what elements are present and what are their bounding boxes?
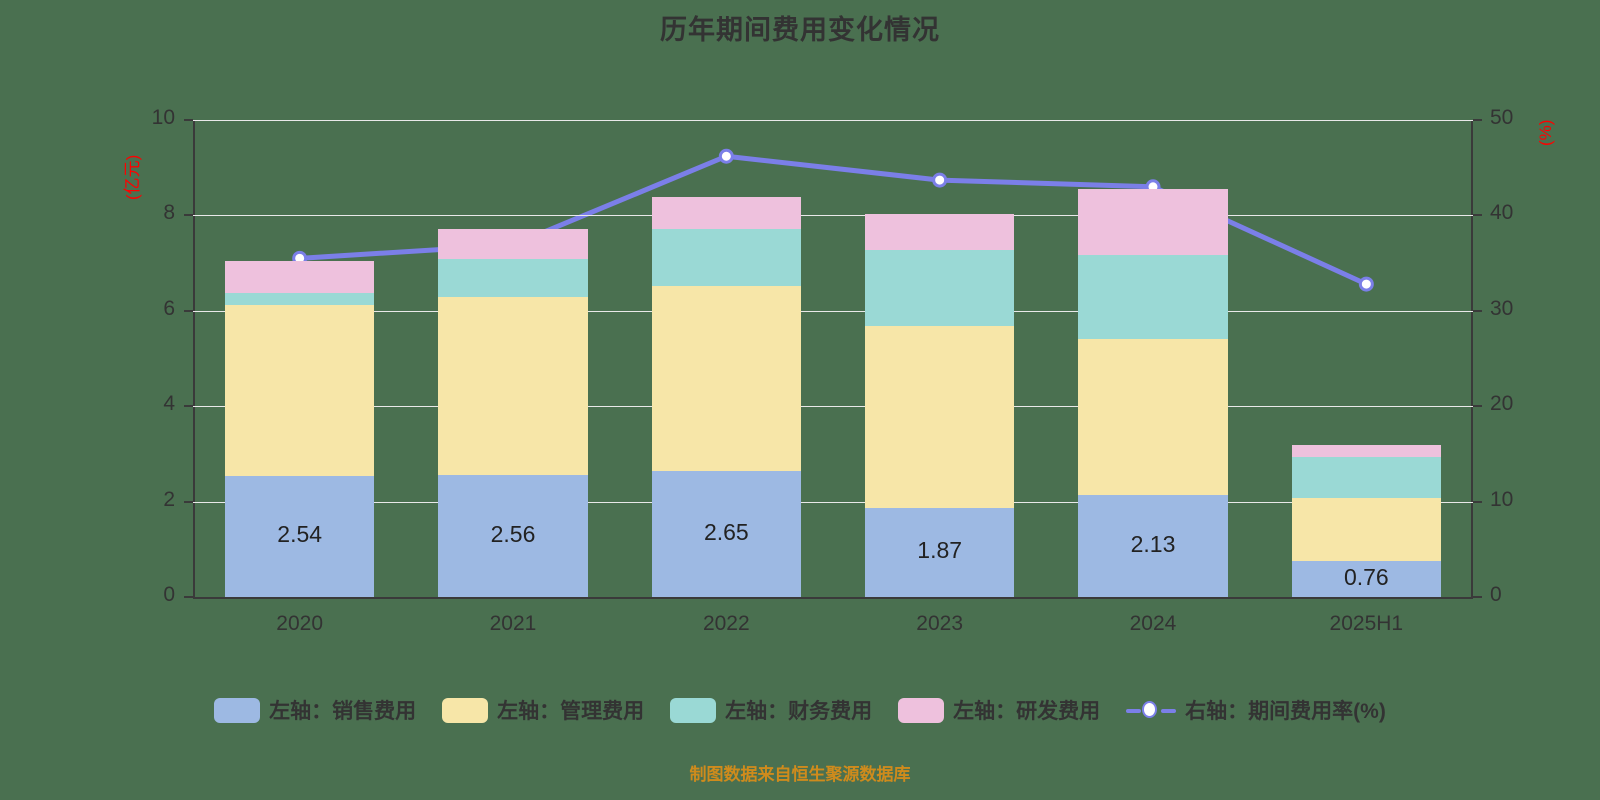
rate-line-marker[interactable]: 2022: 46.2% bbox=[718, 148, 734, 164]
plot-area: 2020: 35.5%2021: 36.9%2022: 46.2%2023: 4… bbox=[152, 106, 1514, 635]
gridline bbox=[193, 310, 1473, 312]
y2-axis-tick bbox=[1473, 309, 1482, 312]
bar-segment[interactable] bbox=[1291, 560, 1441, 597]
y2-axis-tick-label: 40 bbox=[1490, 201, 1514, 225]
gridline bbox=[193, 501, 1473, 503]
bar-segment[interactable] bbox=[438, 474, 588, 597]
y-axis-tick bbox=[184, 500, 193, 503]
legend-label: 左轴：研发费用 bbox=[953, 700, 1101, 723]
x-axis-line bbox=[193, 597, 1473, 599]
bar-segment[interactable] bbox=[865, 213, 1015, 251]
chart-legend: 左轴：销售费用 左轴：管理费用 左轴：财务费用 左轴：研发费用 右轴：期间费用率(%) bbox=[0, 695, 1600, 725]
bar-segment[interactable] bbox=[1291, 445, 1441, 458]
legend-swatch bbox=[898, 697, 945, 723]
gridline bbox=[193, 215, 1473, 217]
y-axis-tick bbox=[184, 214, 193, 217]
bar-value-label: 2.54 bbox=[277, 521, 323, 548]
bar-value-label: 2.65 bbox=[703, 518, 749, 545]
bar-value-label: 1.87 bbox=[917, 537, 963, 564]
y-axis-tick-label: 4 bbox=[163, 392, 175, 416]
y2-axis-tick-label: 50 bbox=[1490, 106, 1514, 129]
y2-axis-tick bbox=[1473, 119, 1482, 121]
y-axis-tick-label: 8 bbox=[163, 201, 175, 225]
y-axis-tick-label: 0 bbox=[163, 583, 175, 606]
y-axis-tick-label: 6 bbox=[163, 296, 175, 320]
gridline bbox=[193, 120, 1473, 121]
y-axis-tick-label: 10 bbox=[151, 106, 175, 129]
bar-segment[interactable] bbox=[1078, 338, 1228, 496]
legend-item[interactable]: 左轴：销售费用 bbox=[214, 695, 416, 725]
y2-axis-tick bbox=[1473, 405, 1482, 408]
bar-segment[interactable] bbox=[651, 286, 801, 471]
bar-segment[interactable] bbox=[651, 470, 801, 597]
bar-segment[interactable] bbox=[865, 326, 1015, 508]
legend-item[interactable]: 左轴：财务费用 bbox=[670, 695, 872, 725]
y2-axis-tick bbox=[1473, 596, 1482, 598]
legend-item[interactable]: 右轴：期间费用率(%) bbox=[1126, 695, 1386, 725]
bar-value-label: 2.56 bbox=[490, 520, 536, 547]
bar-segment[interactable] bbox=[1078, 254, 1228, 339]
y2-axis-tick-label: 20 bbox=[1490, 392, 1514, 416]
y2-axis-tick-label: 10 bbox=[1490, 487, 1514, 511]
bar-segment[interactable] bbox=[1078, 189, 1228, 255]
bar-value-label: 2.13 bbox=[1130, 531, 1176, 558]
bar-segment[interactable] bbox=[1078, 495, 1228, 597]
legend-label: 左轴：销售费用 bbox=[269, 700, 417, 723]
y-axis-tick bbox=[184, 405, 193, 408]
bar-segment[interactable] bbox=[865, 250, 1015, 327]
x-axis-tick-label: 2024 bbox=[1129, 612, 1177, 635]
legend-item[interactable]: 左轴：管理费用 bbox=[442, 695, 644, 725]
y-axis-tick bbox=[184, 596, 193, 598]
left-axis-line bbox=[193, 120, 195, 597]
y-axis-tick-label: 2 bbox=[163, 487, 175, 511]
footer-source-note: 制图数据来自恒生聚源数据库 bbox=[689, 765, 911, 784]
legend-swatch bbox=[214, 697, 261, 723]
legend-swatch bbox=[442, 697, 489, 723]
legend-item[interactable]: 左轴：研发费用 bbox=[898, 695, 1100, 725]
bar-segment[interactable] bbox=[225, 305, 375, 476]
bar-segment[interactable] bbox=[1291, 457, 1441, 498]
bar-segment[interactable] bbox=[865, 507, 1015, 597]
bar-segment[interactable] bbox=[225, 292, 375, 306]
rate-line-series: 2020: 35.5%2021: 36.9%2022: 46.2%2023: 4… bbox=[292, 148, 1374, 292]
rate-line-marker[interactable]: 2023: 43.7% bbox=[932, 172, 948, 188]
legend-line-marker-icon bbox=[1126, 698, 1177, 722]
y-axis-tick bbox=[184, 119, 193, 121]
bar-segment[interactable] bbox=[1291, 497, 1441, 561]
y-axis-tick bbox=[184, 309, 193, 312]
x-axis-tick-label: 2022 bbox=[702, 612, 750, 635]
bar-segment[interactable] bbox=[438, 297, 588, 475]
chart-title: 历年期间费用变化情况 bbox=[660, 15, 940, 45]
y2-axis-tick bbox=[1473, 500, 1482, 503]
y2-axis-tick bbox=[1473, 214, 1482, 217]
x-axis-tick-label: 2023 bbox=[916, 612, 964, 635]
x-axis-tick-label: 2020 bbox=[276, 612, 324, 635]
rate-line-marker[interactable]: 2025H1: 32.8% bbox=[1358, 276, 1374, 292]
bar-segment[interactable] bbox=[438, 259, 588, 298]
y2-axis-tick-label: 0 bbox=[1490, 583, 1502, 606]
bar-segment[interactable] bbox=[225, 260, 375, 293]
left-axis-unit-label: (亿元) bbox=[123, 154, 142, 200]
legend-label: 右轴：期间费用率(%) bbox=[1185, 700, 1386, 723]
bar-segment[interactable] bbox=[651, 229, 801, 287]
legend-swatch bbox=[670, 697, 717, 723]
legend-label: 左轴：财务费用 bbox=[725, 700, 873, 723]
bar-segment[interactable] bbox=[651, 197, 801, 230]
bar-value-label: 0.76 bbox=[1343, 563, 1389, 590]
right-axis-line bbox=[1471, 120, 1473, 597]
legend-label: 左轴：管理费用 bbox=[497, 700, 645, 723]
y2-axis-tick-label: 30 bbox=[1490, 296, 1514, 320]
x-axis-tick-label: 2025H1 bbox=[1329, 612, 1404, 635]
bar-segment[interactable] bbox=[225, 475, 375, 597]
bar-segment[interactable] bbox=[438, 229, 588, 260]
x-axis-tick-label: 2021 bbox=[489, 612, 537, 635]
gridline bbox=[193, 406, 1473, 408]
